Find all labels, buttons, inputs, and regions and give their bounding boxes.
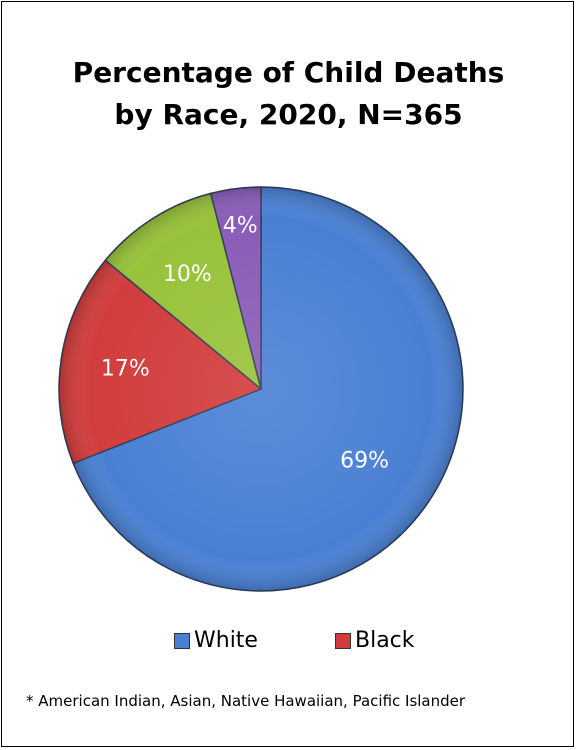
slice-label-3: 4%: [223, 214, 258, 239]
slice-label-1: 17%: [101, 357, 150, 382]
legend-label-white: White: [194, 628, 258, 653]
legend-label-black: Black: [355, 628, 415, 653]
chart-title-line2: by Race, 2020, N=365: [114, 98, 463, 131]
legend-swatch-black: [335, 632, 351, 649]
legend-item-white: White: [174, 628, 258, 653]
slice-label-0: 69%: [340, 448, 389, 473]
chart-title-line1: Percentage of Child Deaths: [72, 56, 505, 89]
legend-swatch-white: [174, 632, 190, 649]
footnote: * American Indian, Asian, Native Hawaiia…: [26, 692, 466, 710]
legend-item-black: Black: [335, 628, 415, 653]
slice-label-2: 10%: [163, 262, 212, 287]
pie-shading: [59, 187, 463, 591]
